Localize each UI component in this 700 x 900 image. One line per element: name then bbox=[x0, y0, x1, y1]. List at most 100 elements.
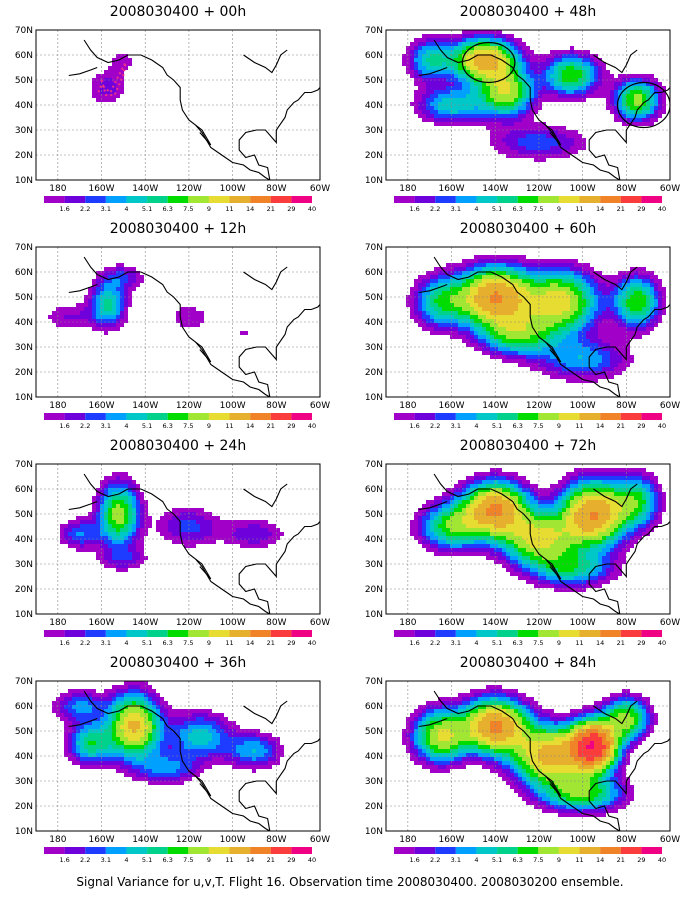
lat-label: 20N bbox=[15, 151, 33, 161]
lon-label: 100W bbox=[220, 184, 246, 194]
colorbar-swatch bbox=[538, 413, 559, 420]
lat-label: 30N bbox=[15, 560, 33, 570]
lat-label: 40N bbox=[15, 535, 33, 545]
lat-label: 20N bbox=[365, 368, 383, 378]
colorbar-swatch bbox=[64, 847, 86, 854]
colorbar-swatch bbox=[126, 847, 148, 854]
colorbar-label: 4 bbox=[124, 205, 128, 213]
colorbar-label: 14 bbox=[246, 856, 254, 864]
colorbar-swatch bbox=[600, 847, 621, 854]
colorbar-swatch bbox=[229, 630, 251, 637]
lon-label: 80W bbox=[266, 401, 286, 411]
colorbar-swatch bbox=[394, 196, 415, 203]
colorbar-swatch bbox=[414, 196, 436, 203]
colorbar-swatch bbox=[291, 847, 312, 854]
colorbar-label: 14 bbox=[596, 639, 604, 647]
colorbar-swatch bbox=[414, 630, 436, 637]
lat-label: 10N bbox=[15, 176, 33, 186]
lon-label: 100W bbox=[220, 835, 246, 845]
colorbar-swatch bbox=[188, 413, 209, 420]
lon-label: 80W bbox=[266, 618, 286, 628]
colorbar-label: 40 bbox=[658, 639, 666, 647]
colorbar-swatch bbox=[620, 196, 642, 203]
colorbar-label: 5.1 bbox=[142, 422, 152, 430]
lat-label: 10N bbox=[365, 176, 383, 186]
colorbar-label: 29 bbox=[637, 205, 645, 213]
colorbar-swatch bbox=[250, 847, 271, 854]
colorbar-label: 11 bbox=[225, 422, 233, 430]
lon-label: 120W bbox=[526, 184, 552, 194]
colorbar-swatch bbox=[44, 630, 65, 637]
colorbar-label: 14 bbox=[246, 639, 254, 647]
colorbar-swatch bbox=[167, 630, 189, 637]
colorbar-label: 29 bbox=[637, 639, 645, 647]
colorbar-swatch bbox=[85, 630, 106, 637]
colorbar-label: 2.2 bbox=[80, 205, 90, 213]
colorbar-label: 40 bbox=[308, 639, 316, 647]
colorbar-label: 11 bbox=[225, 205, 233, 213]
colorbar-label: 2.2 bbox=[430, 639, 440, 647]
colorbar-label: 21 bbox=[267, 639, 275, 647]
lat-label: 50N bbox=[15, 510, 33, 520]
colorbar-swatch bbox=[641, 196, 662, 203]
colorbar-label: 3.1 bbox=[451, 639, 461, 647]
lat-label: 30N bbox=[365, 126, 383, 136]
grid-lines bbox=[386, 464, 670, 614]
lon-label: 160W bbox=[88, 835, 114, 845]
colorbar-swatch bbox=[435, 196, 456, 203]
colorbar-label: 9 bbox=[207, 856, 211, 864]
colorbar-label: 3.1 bbox=[101, 639, 111, 647]
colorbar-label: 7.5 bbox=[183, 856, 193, 864]
grid-lines bbox=[386, 247, 670, 397]
colorbar-label: 6.3 bbox=[513, 422, 523, 430]
grid-lines bbox=[36, 681, 320, 831]
colorbar-label: 21 bbox=[267, 422, 275, 430]
lat-label: 60N bbox=[365, 268, 383, 278]
colorbar-swatch bbox=[414, 413, 436, 420]
panel-grid: 2008030400 + 00h 10N 20N 30N 40N 50N 60N 70N 180… bbox=[15, 2, 692, 864]
lat-label: 20N bbox=[15, 802, 33, 812]
panel-title: 2008030400 + 24h bbox=[109, 438, 247, 454]
colorbar-swatch bbox=[208, 196, 230, 203]
lon-label: 80W bbox=[616, 835, 636, 845]
colorbar-swatch bbox=[147, 630, 168, 637]
panel-title: 2008030400 + 00h bbox=[109, 4, 247, 20]
map-panel: 2008030400 + 72h 10N 20N 30N 40N 50N 60N 70N 180… bbox=[352, 436, 692, 651]
colorbar-swatch bbox=[147, 196, 168, 203]
map-frame bbox=[35, 463, 321, 615]
target-circle bbox=[461, 41, 516, 84]
lon-label: 80W bbox=[616, 618, 636, 628]
lat-label: 10N bbox=[365, 610, 383, 620]
colorbar-swatch bbox=[455, 630, 477, 637]
colorbar-label: 11 bbox=[575, 856, 583, 864]
colorbar-swatch bbox=[188, 847, 209, 854]
colorbar-label: 29 bbox=[637, 856, 645, 864]
lat-label: 60N bbox=[15, 51, 33, 61]
colorbar-label: 7.5 bbox=[533, 422, 543, 430]
lat-label: 50N bbox=[365, 510, 383, 520]
colorbar-label: 14 bbox=[596, 422, 604, 430]
lat-label: 50N bbox=[365, 727, 383, 737]
grid-lines bbox=[36, 30, 320, 180]
colorbar-swatch bbox=[167, 847, 189, 854]
colorbar-swatch bbox=[538, 847, 559, 854]
colorbar-swatch bbox=[517, 413, 539, 420]
colorbar-swatch bbox=[208, 413, 230, 420]
colorbar-swatch bbox=[167, 196, 189, 203]
colorbar-swatch bbox=[105, 413, 127, 420]
colorbar-swatch bbox=[126, 630, 148, 637]
colorbar-swatch bbox=[558, 847, 580, 854]
colorbar-label: 3.1 bbox=[451, 856, 461, 864]
lat-label: 60N bbox=[15, 702, 33, 712]
map-panel: 2008030400 + 48h 10N 20N 30N 40N 50N 60N 70N 180… bbox=[352, 2, 692, 217]
lat-label: 60N bbox=[365, 51, 383, 61]
lon-label: 60W bbox=[660, 618, 680, 628]
colorbar-label: 9 bbox=[557, 422, 561, 430]
colorbar-swatch bbox=[641, 413, 662, 420]
coastlines bbox=[68, 473, 320, 614]
lat-label: 70N bbox=[365, 460, 383, 470]
colorbar-label: 5.1 bbox=[492, 639, 502, 647]
colorbar-swatch bbox=[64, 196, 86, 203]
colorbar-label: 4 bbox=[124, 422, 128, 430]
lat-label: 50N bbox=[15, 727, 33, 737]
